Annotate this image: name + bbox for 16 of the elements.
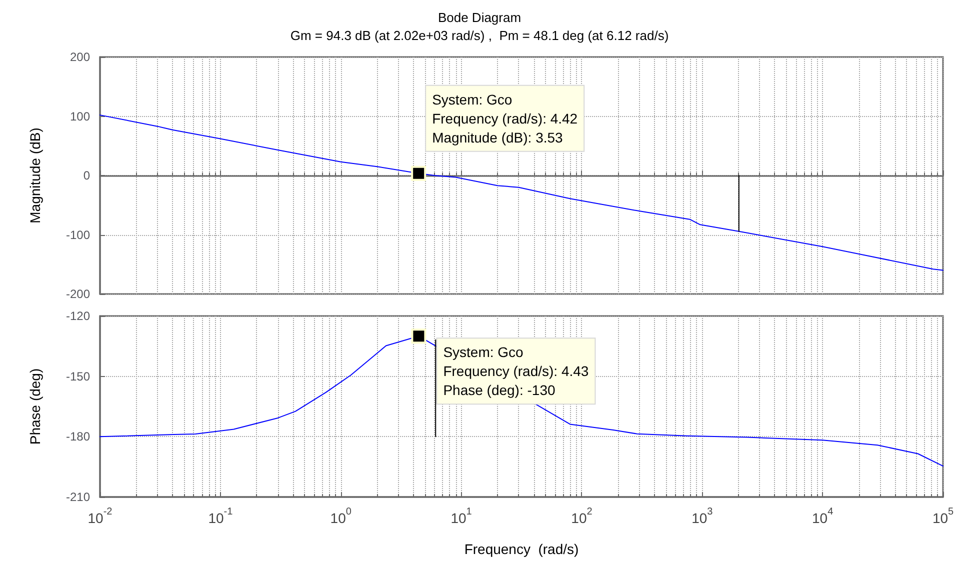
y-tick-label: 100 [70, 109, 90, 124]
y-tick-label: -210 [66, 490, 90, 504]
chart-subtitle: Gm = 94.3 dB (at 2.02e+03 rad/s) , Pm = 48.1 deg (at 6.12 rad/s) [290, 28, 669, 43]
y-tick-label: 0 [83, 168, 90, 182]
chart-title: Bode Diagram [438, 10, 522, 25]
y-axis-title: Phase (deg) [27, 368, 43, 445]
y-tick-label: -100 [66, 228, 90, 242]
y-tick-label: -150 [66, 369, 90, 384]
y-tick-label: -200 [66, 287, 90, 301]
y-tick-label: -120 [66, 309, 90, 323]
annotation: System: Gco Frequency (rad/s): 4.42 Magnitude (dB): 3.53 [432, 91, 578, 146]
x-axis-title: Frequency (rad/s) [464, 541, 579, 557]
y-tick-label: 200 [70, 50, 90, 64]
y-tick-label: -180 [66, 430, 90, 444]
y-axis-title: Magnitude (dB) [27, 128, 43, 224]
annotation: System: Gco Frequency (rad/s): 4.43 Phase (deg): -130 [443, 344, 589, 398]
